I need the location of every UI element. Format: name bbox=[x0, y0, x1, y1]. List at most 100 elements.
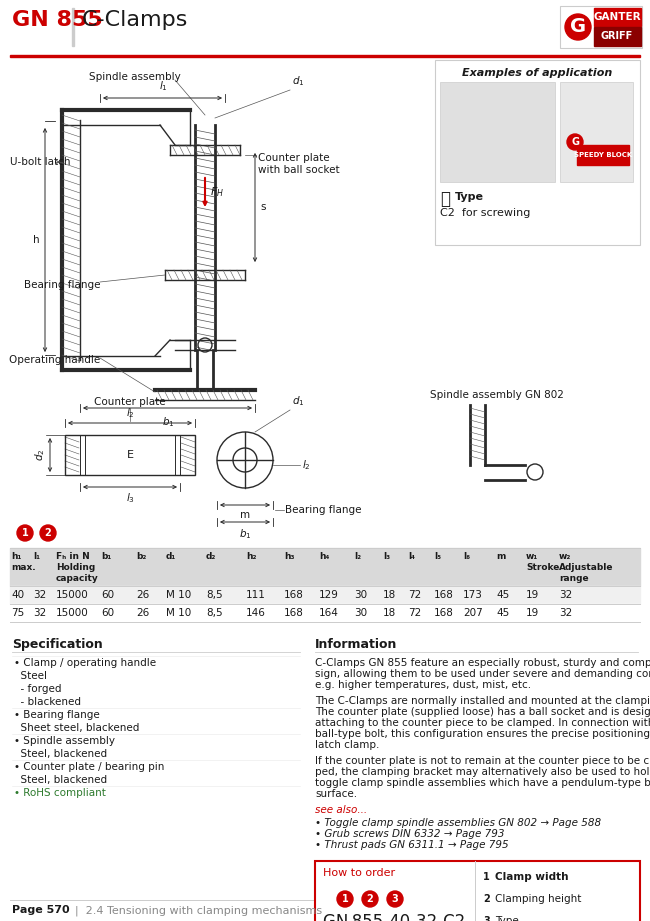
Text: 26: 26 bbox=[136, 608, 150, 618]
Text: Counter plate: Counter plate bbox=[94, 397, 166, 407]
Text: 207: 207 bbox=[463, 608, 483, 618]
Text: 3: 3 bbox=[391, 894, 398, 904]
Bar bbox=[594, 27, 641, 46]
Text: 1: 1 bbox=[483, 872, 489, 882]
Text: 60: 60 bbox=[101, 590, 114, 600]
Text: 45: 45 bbox=[496, 608, 509, 618]
Text: G: G bbox=[570, 17, 586, 37]
Bar bbox=[10, 604, 640, 622]
Text: 32: 32 bbox=[559, 590, 572, 600]
Text: 168: 168 bbox=[434, 590, 454, 600]
Text: attaching to the counter piece to be clamped. In connection with the: attaching to the counter piece to be cla… bbox=[315, 718, 650, 728]
Text: 168: 168 bbox=[284, 590, 304, 600]
Text: 32: 32 bbox=[33, 608, 46, 618]
Bar bbox=[65, 435, 195, 475]
Bar bbox=[435, 60, 640, 245]
Text: 146: 146 bbox=[246, 608, 266, 618]
Text: GRIFF: GRIFF bbox=[601, 31, 633, 41]
Text: 72: 72 bbox=[408, 608, 421, 618]
Text: Bearing flange: Bearing flange bbox=[285, 505, 361, 515]
Text: • Bearing flange: • Bearing flange bbox=[14, 710, 99, 720]
Text: surface.: surface. bbox=[315, 789, 357, 799]
Bar bbox=[72, 8, 73, 46]
Bar bbox=[10, 548, 640, 586]
Text: Information: Information bbox=[315, 638, 397, 651]
Text: 40: 40 bbox=[11, 590, 24, 600]
Text: capacity: capacity bbox=[56, 574, 99, 583]
Text: 1: 1 bbox=[342, 894, 348, 904]
Text: $d_1$: $d_1$ bbox=[292, 394, 305, 408]
Text: 19: 19 bbox=[526, 590, 540, 600]
Text: 173: 173 bbox=[463, 590, 483, 600]
Text: l₄: l₄ bbox=[408, 552, 415, 561]
Text: 26: 26 bbox=[136, 590, 150, 600]
Text: ball-type bolt, this configuration ensures the precise positioning of the: ball-type bolt, this configuration ensur… bbox=[315, 729, 650, 739]
Text: $b_1$: $b_1$ bbox=[162, 415, 174, 429]
Text: G: G bbox=[571, 137, 579, 147]
Text: M 10: M 10 bbox=[166, 608, 191, 618]
Bar bbox=[440, 82, 555, 182]
Text: s: s bbox=[260, 202, 265, 212]
Text: b₂: b₂ bbox=[136, 552, 146, 561]
Text: Adjustable: Adjustable bbox=[559, 563, 614, 572]
Circle shape bbox=[565, 14, 591, 40]
Text: Steel, blackened: Steel, blackened bbox=[14, 775, 107, 785]
Bar bbox=[10, 586, 640, 604]
Text: 129: 129 bbox=[319, 590, 339, 600]
Text: 18: 18 bbox=[383, 590, 396, 600]
Bar bbox=[560, 6, 642, 48]
Text: C-Clamps: C-Clamps bbox=[82, 10, 188, 30]
Text: $l_1$: $l_1$ bbox=[159, 79, 168, 93]
Text: h₃: h₃ bbox=[284, 552, 294, 561]
Text: $l_2$: $l_2$ bbox=[302, 458, 311, 472]
Text: 15000: 15000 bbox=[56, 590, 89, 600]
Text: e.g. higher temperatures, dust, mist, etc.: e.g. higher temperatures, dust, mist, et… bbox=[315, 680, 531, 690]
Text: E: E bbox=[127, 450, 133, 460]
Text: • Toggle clamp spindle assemblies GN 802 → Page 588: • Toggle clamp spindle assemblies GN 802… bbox=[315, 818, 601, 828]
Text: 30: 30 bbox=[354, 590, 367, 600]
Text: 1: 1 bbox=[21, 528, 29, 538]
Text: Operating handle: Operating handle bbox=[8, 355, 100, 365]
Bar bbox=[10, 55, 640, 57]
Text: • Grub screws DIN 6332 → Page 793: • Grub screws DIN 6332 → Page 793 bbox=[315, 829, 504, 839]
Text: Stroke: Stroke bbox=[526, 563, 560, 572]
Text: 45: 45 bbox=[496, 590, 509, 600]
Text: range: range bbox=[559, 574, 589, 583]
Text: Steel, blackened: Steel, blackened bbox=[14, 749, 107, 759]
Circle shape bbox=[362, 891, 378, 907]
Text: Sheet steel, blackened: Sheet steel, blackened bbox=[14, 723, 139, 733]
Text: toggle clamp spindle assemblies which have a pendulum-type bearing: toggle clamp spindle assemblies which ha… bbox=[315, 778, 650, 788]
Circle shape bbox=[17, 525, 33, 541]
Text: $F_H$: $F_H$ bbox=[210, 185, 224, 199]
Text: Fₕ in N: Fₕ in N bbox=[56, 552, 90, 561]
Text: 32: 32 bbox=[559, 608, 572, 618]
Text: - blackened: - blackened bbox=[14, 697, 81, 707]
Text: $l_2$: $l_2$ bbox=[125, 406, 135, 420]
Text: |  2.4 Tensioning with clamping mechanisms: | 2.4 Tensioning with clamping mechanism… bbox=[75, 905, 322, 915]
Text: 3: 3 bbox=[483, 916, 489, 921]
Text: 8,5: 8,5 bbox=[206, 608, 222, 618]
Circle shape bbox=[387, 891, 403, 907]
Text: Clamping height: Clamping height bbox=[495, 894, 581, 904]
Text: Specification: Specification bbox=[12, 638, 103, 651]
Text: l₁: l₁ bbox=[33, 552, 40, 561]
Text: $d_1$: $d_1$ bbox=[292, 75, 305, 88]
Text: 168: 168 bbox=[284, 608, 304, 618]
Text: • Counter plate / bearing pin: • Counter plate / bearing pin bbox=[14, 762, 164, 772]
Text: latch clamp.: latch clamp. bbox=[315, 740, 380, 750]
Text: 15000: 15000 bbox=[56, 608, 89, 618]
Text: 2: 2 bbox=[367, 894, 373, 904]
Text: w₁: w₁ bbox=[526, 552, 538, 561]
Text: • Clamp / operating handle: • Clamp / operating handle bbox=[14, 658, 156, 668]
Text: 2: 2 bbox=[45, 528, 51, 538]
Text: The C-Clamps are normally installed and mounted at the clamping point.: The C-Clamps are normally installed and … bbox=[315, 696, 650, 706]
Text: Examples of application: Examples of application bbox=[462, 68, 612, 78]
Text: GN 855: GN 855 bbox=[12, 10, 103, 30]
Circle shape bbox=[40, 525, 56, 541]
Text: 75: 75 bbox=[11, 608, 24, 618]
Text: • RoHS compliant: • RoHS compliant bbox=[14, 788, 106, 798]
Text: • Spindle assembly: • Spindle assembly bbox=[14, 736, 115, 746]
Text: 164: 164 bbox=[319, 608, 339, 618]
Text: 72: 72 bbox=[408, 590, 421, 600]
Bar bbox=[315, 861, 640, 921]
